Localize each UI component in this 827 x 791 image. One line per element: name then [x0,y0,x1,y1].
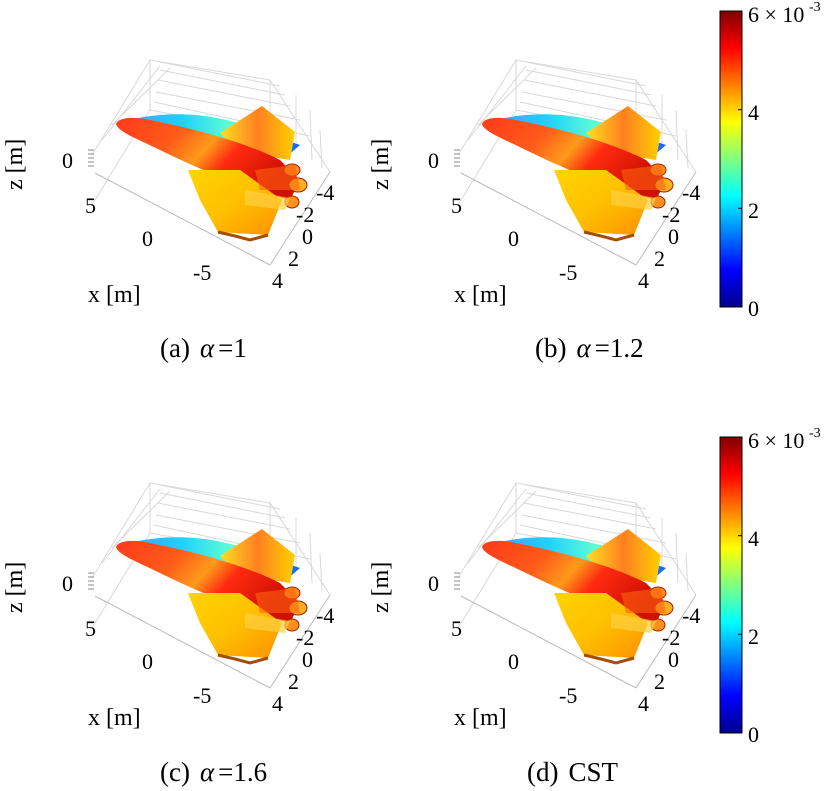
x-axis-label-d: x [m] [454,705,507,731]
z-axis-label-b: z [m] [368,139,394,190]
z-axis-ticks-b [454,149,460,167]
nozzles-c [245,586,308,633]
y-tick-minus4-c: -4 [316,603,334,628]
y-tick-minus2-c: -2 [296,625,314,650]
z-axis-ticks-a [88,149,94,167]
z-tick-0-d: 0 [428,571,439,596]
plot-panel-b: 0 z [m] 5 0 -5 x [m] -4 -2 0 2 4 [366,40,736,320]
colorbar-bottom-tick-2: 2 [748,624,759,649]
y-tick-4-b: 4 [638,268,649,293]
airplane-plot-a: 0 z [m] 5 0 -5 x [m] -4 -2 0 2 4 [2,59,334,308]
x-tick-minus5-b: -5 [559,260,577,285]
nozzles-d [611,586,674,633]
colorbar-top: 0 2 4 6 × 10 -3 [716,0,826,321]
nozzles-b [611,163,674,210]
z-axis-ticks-c [88,572,94,590]
colorbar-top-tick-2: 2 [748,198,759,223]
y-tick-0-c: 0 [302,647,313,672]
z-tick-0-a: 0 [62,148,73,173]
colorbar-bottom-label: 6 × 10 [748,428,804,453]
colorbar-top-tick-4: 4 [748,100,759,125]
colorbar-bottom-tick-4: 4 [748,526,759,551]
colorbar-bottom-svg: 0 2 4 6 × 10 -3 [719,426,821,747]
y-tick-4-a: 4 [272,268,283,293]
y-tick-2-b: 2 [654,246,665,271]
x-axis-label-a: x [m] [88,282,141,308]
y-tick-4-c: 4 [272,691,283,716]
x-tick-minus5-d: -5 [559,683,577,708]
fuselage-d [482,540,666,623]
y-tick-0-d: 0 [668,647,679,672]
z-tick-0-b: 0 [428,148,439,173]
y-tick-2-d: 2 [654,669,665,694]
y-tick-minus4-a: -4 [316,180,334,205]
airplane-plot-b: 0 z [m] 5 0 -5 x [m] -4 -2 0 2 4 [368,59,700,308]
y-tick-0-b: 0 [668,224,679,249]
x-tick-minus5-c: -5 [193,683,211,708]
x-tick-5-c: 5 [85,616,96,641]
airplane-plot-c: 0 z [m] 5 0 -5 x [m] -4 -2 0 2 4 [2,482,334,731]
plot-panel-a: 0 z [m] 5 0 -5 x [m] -4 -2 0 2 4 [0,40,370,320]
lower-wing-b [554,170,648,235]
y-tick-4-d: 4 [638,691,649,716]
colorbar-top-exponent: -3 [809,0,821,15]
x-tick-5-d: 5 [451,616,462,641]
plot-panel-c: 0 z [m] 5 0 -5 x [m] -4 -2 0 2 4 [0,463,370,743]
colorbar-top-gradient [719,10,743,308]
caption-d: (d) CST [527,757,619,787]
z-axis-label-a: z [m] [2,139,28,190]
x-axis-label-b: x [m] [454,282,507,308]
lower-wing-d [554,593,648,658]
caption-b: (b) α =1.2 [535,333,644,363]
y-tick-minus2-b: -2 [662,202,680,227]
colorbar-bottom-gradient [719,436,743,734]
colorbar-top-label: 6 × 10 [748,2,804,27]
z-axis-ticks-d [454,572,460,590]
colorbar-top-tick-0: 0 [748,296,759,321]
x-tick-0-d: 0 [508,649,519,674]
z-axis-label-d: z [m] [368,562,394,613]
lower-wing-c [188,593,282,658]
fuselage-b [482,117,666,200]
lower-wing-a [188,170,282,235]
x-tick-minus5-a: -5 [193,260,211,285]
y-tick-minus4-d: -4 [682,603,700,628]
z-tick-0-c: 0 [62,571,73,596]
y-tick-minus2-a: -2 [296,202,314,227]
caption-a: (a) α =1 [160,333,247,363]
x-tick-0-c: 0 [142,649,153,674]
x-tick-0-a: 0 [142,226,153,251]
y-tick-2-c: 2 [288,669,299,694]
y-tick-2-a: 2 [288,246,299,271]
y-tick-minus4-b: -4 [682,180,700,205]
colorbar-bottom-tick-0: 0 [748,722,759,747]
nozzles-a [245,163,308,210]
airplane-plot-d: 0 z [m] 5 0 -5 x [m] -4 -2 0 2 4 [368,482,700,731]
x-axis-label-c: x [m] [88,705,141,731]
y-tick-minus2-d: -2 [662,625,680,650]
z-axis-label-c: z [m] [2,562,28,613]
caption-c: (c) α =1.6 [160,757,268,787]
colorbar-bottom: 0 2 4 6 × 10 -3 [716,424,826,747]
y-tick-0-a: 0 [302,224,313,249]
colorbar-top-svg: 0 2 4 6 × 10 -3 [719,0,821,321]
fuselage-a [116,117,300,200]
x-tick-0-b: 0 [508,226,519,251]
grid-box-b [457,59,697,206]
fuselage-c [116,540,300,623]
plot-panel-d: 0 z [m] 5 0 -5 x [m] -4 -2 0 2 4 [366,463,736,743]
x-tick-5-a: 5 [85,193,96,218]
colorbar-bottom-exponent: -3 [809,426,821,441]
x-tick-5-b: 5 [451,193,462,218]
